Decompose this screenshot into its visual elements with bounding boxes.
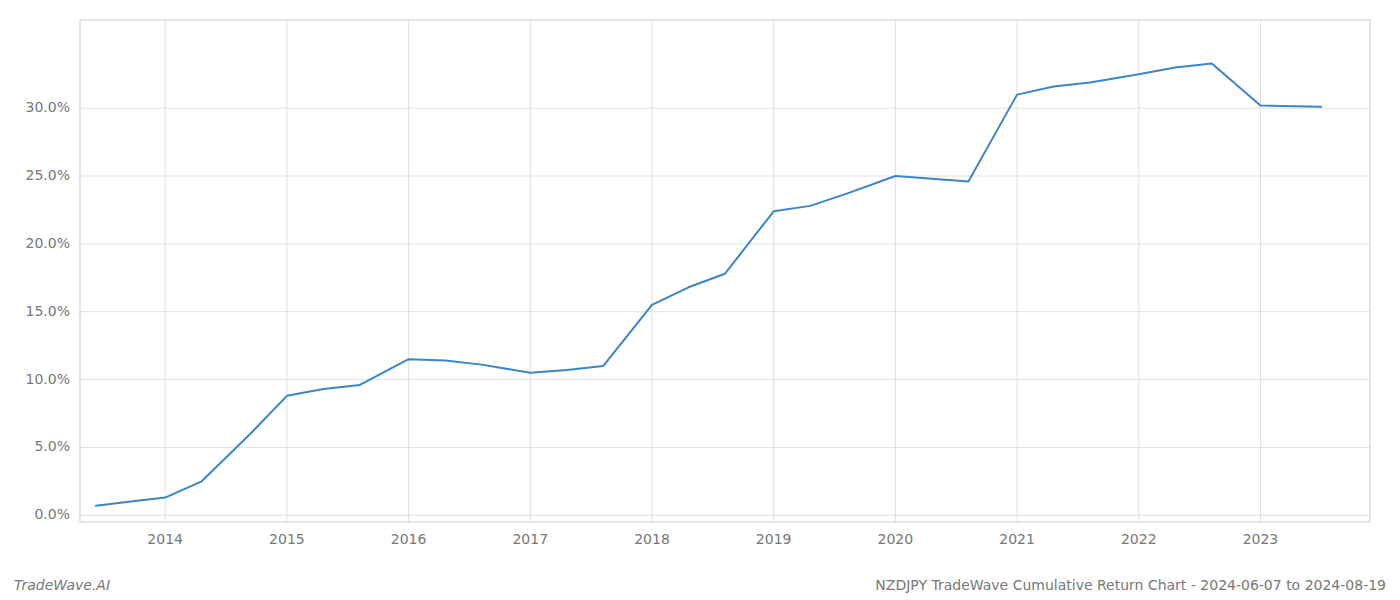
y-tick-label: 25.0% bbox=[26, 167, 70, 183]
watermark: TradeWave.AI bbox=[14, 577, 110, 593]
grid bbox=[80, 20, 1370, 522]
x-tick-label: 2019 bbox=[756, 531, 792, 547]
x-tick-label: 2014 bbox=[147, 531, 183, 547]
x-grid-line bbox=[895, 20, 896, 522]
y-grid-line bbox=[80, 515, 1370, 516]
x-grid-line bbox=[1260, 20, 1261, 522]
chart: 0.0% 5.0% 10.0% 15.0% 20.0% 25.0% 30.0% 2014 201… bbox=[0, 0, 1400, 600]
y-tick-label: 5.0% bbox=[34, 438, 70, 454]
y-tick-label: 10.0% bbox=[26, 371, 70, 387]
x-tick-label: 2015 bbox=[269, 531, 305, 547]
x-grid-line bbox=[773, 20, 774, 522]
y-grid-line bbox=[80, 176, 1370, 177]
y-tick-label: 15.0% bbox=[26, 303, 70, 319]
x-tick-label: 2018 bbox=[634, 531, 670, 547]
line bbox=[96, 63, 1322, 505]
y-tick-label: 30.0% bbox=[26, 99, 70, 115]
x-tick-label: 2016 bbox=[391, 531, 427, 547]
background bbox=[0, 0, 1400, 600]
x-grid-line bbox=[408, 20, 409, 522]
x-tick-label: 2021 bbox=[999, 531, 1035, 547]
x-tick-label: 2022 bbox=[1121, 531, 1157, 547]
axes: 0.0% 5.0% 10.0% 15.0% 20.0% 25.0% 30.0% 2014 201… bbox=[26, 20, 1370, 547]
x-tick-label: 2017 bbox=[512, 531, 548, 547]
x-grid-line bbox=[530, 20, 531, 522]
y-tick-label: 20.0% bbox=[26, 235, 70, 251]
x-grid-line bbox=[165, 20, 166, 522]
x-grid-line bbox=[286, 20, 287, 522]
series-group bbox=[96, 63, 1322, 505]
plot-frame bbox=[80, 20, 1370, 522]
y-grid-line bbox=[80, 108, 1370, 109]
y-grid-line bbox=[80, 311, 1370, 312]
x-tick-label: 2020 bbox=[878, 531, 914, 547]
x-grid-line bbox=[651, 20, 652, 522]
x-tick-label: 2023 bbox=[1243, 531, 1279, 547]
y-grid-line bbox=[80, 447, 1370, 448]
title: NZDJPY TradeWave Cumulative Return Chart… bbox=[875, 577, 1386, 593]
x-grid-line bbox=[1138, 20, 1139, 522]
y-grid-line bbox=[80, 379, 1370, 380]
y-grid-line bbox=[80, 243, 1370, 244]
y-tick-label: 0.0% bbox=[34, 506, 70, 522]
